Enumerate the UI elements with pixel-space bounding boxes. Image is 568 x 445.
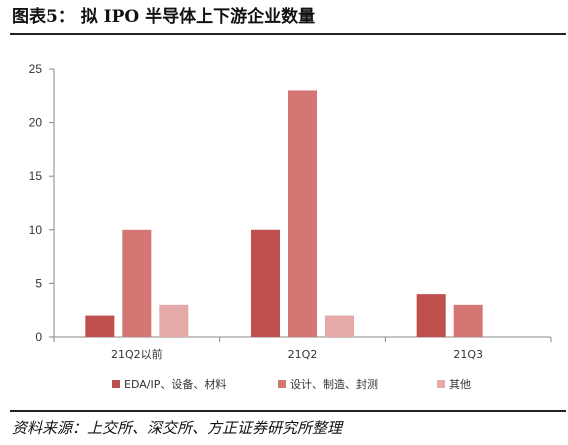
legend-label: 设计、制造、封测 (290, 377, 378, 391)
figure-title: 图表5： 拟 IPO 半导体上下游企业数量 (12, 7, 316, 27)
y-tick-label: 5 (35, 276, 42, 290)
source-rule (10, 410, 566, 412)
y-tick-label: 0 (35, 330, 42, 344)
bar (85, 315, 115, 337)
legend-swatch (437, 380, 445, 388)
source-note: 资料来源：上交所、深交所、方正证券研究所整理 (12, 419, 343, 437)
bar (251, 229, 280, 337)
bar (416, 294, 446, 337)
x-tick-label: 21Q2以前 (111, 347, 163, 361)
bar (325, 315, 354, 337)
y-tick-label: 10 (29, 223, 43, 237)
bar (288, 90, 317, 337)
title-rule (10, 33, 566, 35)
bar (159, 304, 189, 337)
x-tick-label: 21Q3 (453, 348, 483, 361)
legend-label: EDA/IP、设备、材料 (124, 377, 226, 391)
y-tick-label: 20 (29, 116, 43, 130)
legend-label: 其他 (449, 378, 471, 391)
x-tick-label: 21Q2 (288, 348, 318, 361)
bar-chart: 0 5 10 15 20 25 21Q2以前 21Q2 21Q3 EDA/IP、设备、材料 设计、制… (29, 62, 552, 391)
y-tick-label: 25 (29, 62, 43, 76)
bar (122, 229, 152, 337)
y-tick-label: 15 (29, 169, 43, 183)
bar (453, 304, 483, 337)
legend-swatch (112, 380, 120, 388)
legend-swatch (278, 380, 286, 388)
